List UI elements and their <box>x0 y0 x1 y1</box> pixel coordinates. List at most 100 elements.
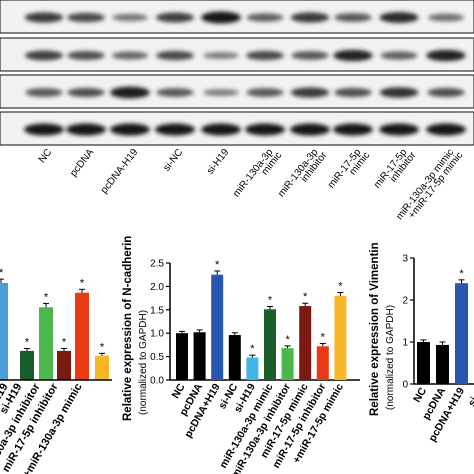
blot-band <box>24 12 64 23</box>
blot-band <box>245 123 285 136</box>
significance-star: * <box>215 259 220 271</box>
blot-band <box>203 51 239 60</box>
blot-band <box>66 123 106 136</box>
blot-band <box>333 49 373 62</box>
bar <box>281 348 294 380</box>
bar <box>75 292 89 380</box>
tick-label: si-N <box>466 386 474 409</box>
blot-band <box>334 87 372 98</box>
blot-band <box>246 50 284 61</box>
blot-band <box>427 87 465 98</box>
blot-band <box>379 87 419 98</box>
significance-star: * <box>25 336 30 348</box>
blot-band <box>333 123 373 136</box>
y-tick-label: 1.0 <box>150 329 164 340</box>
chart-left-bars: * * * * * * <box>0 267 112 381</box>
blot-band <box>25 88 63 97</box>
chart-vimentin: Relative expression of Vimentin (normali… <box>369 242 474 444</box>
blot-lane-labels: NC pcDNA pcDNA-H19 si-NC si-H19 miR-130a-3pmi… <box>37 147 466 222</box>
bar <box>299 306 312 380</box>
blot-band <box>427 13 465 22</box>
blot-band <box>290 123 330 136</box>
bar <box>57 350 71 380</box>
blot-band <box>67 12 105 23</box>
significance-star: * <box>459 268 464 280</box>
blot-band <box>380 51 418 60</box>
significance-star: * <box>44 291 49 303</box>
blot-band <box>334 13 372 22</box>
y-tick-label: 2.0 <box>150 282 164 293</box>
blot-lane-label: si-NC <box>161 147 185 173</box>
blot-band <box>111 13 149 22</box>
blot-band <box>67 50 105 61</box>
n-cadherin-bars: * * * * * * * <box>176 259 347 380</box>
bar <box>211 274 224 380</box>
western-blot-panel: NC pcDNA pcDNA-H19 si-NC si-H19 miR-130a-3pmi… <box>0 0 474 222</box>
y-tick-label: 0.0 <box>150 376 164 387</box>
bar <box>0 283 8 380</box>
blot-band <box>24 123 64 136</box>
blot-band <box>379 12 419 23</box>
blot-lane-label: NC <box>37 147 55 165</box>
blot-band <box>111 51 149 60</box>
blot-band <box>156 88 194 97</box>
bar <box>228 335 241 380</box>
y-tick-label: 2.5 <box>150 259 164 270</box>
blot-band <box>156 50 194 61</box>
y-tick-label: 0.5 <box>150 352 164 363</box>
significance-star: * <box>62 336 67 348</box>
bar <box>20 350 34 380</box>
y-tick-label: 1.5 <box>150 305 164 316</box>
bar <box>455 283 468 384</box>
blot-band <box>155 12 195 23</box>
y-tick-label: 0 <box>402 380 408 391</box>
blot-band <box>201 123 241 136</box>
bar <box>95 355 109 380</box>
chart-n-cadherin: Relative expression of N-cadherin (norma… <box>122 236 360 474</box>
bar <box>193 332 206 380</box>
blot-band <box>426 123 466 136</box>
vimentin-bars: * <box>417 268 468 384</box>
significance-star: * <box>268 295 273 307</box>
significance-star: * <box>80 277 85 289</box>
significance-star: * <box>338 280 343 292</box>
significance-star: * <box>100 341 105 353</box>
blot-lane-label: pcDNA-H19 <box>99 147 141 196</box>
blot-lane-label: pcDNA <box>68 147 96 179</box>
y-tick-label: 3 <box>402 254 408 265</box>
blot-band <box>379 123 419 136</box>
vimentin-ylabel: Relative expression of Vimentin <box>369 242 381 416</box>
bar <box>176 333 188 380</box>
n-cadherin-ylabel-sub: (normalized to GAPDH) <box>138 310 149 415</box>
significance-star: * <box>321 331 326 343</box>
blot-band <box>290 12 330 23</box>
blot-band <box>246 88 284 97</box>
blot-band <box>110 86 150 99</box>
blot-band <box>67 87 105 98</box>
bar <box>39 307 53 380</box>
bar <box>264 309 276 380</box>
blot-band <box>201 11 241 24</box>
n-cadherin-ylabel: Relative expression of N-cadherin <box>122 236 134 421</box>
blot-band <box>246 13 284 22</box>
blot-band <box>155 123 195 136</box>
blot-band <box>291 51 329 60</box>
blot-strips <box>0 0 474 146</box>
vimentin-ylabel-sub: (normalized to GAPDH) <box>385 305 396 410</box>
bar <box>246 357 259 380</box>
significance-star: * <box>285 334 290 346</box>
bar <box>436 344 449 384</box>
significance-star: * <box>303 291 308 303</box>
bar <box>334 295 347 380</box>
blot-band <box>290 87 330 98</box>
significance-star: * <box>0 267 4 279</box>
bar <box>417 342 430 384</box>
tick-label: NC <box>411 385 429 404</box>
blot-band <box>24 50 64 61</box>
y-tick-label: 1 <box>402 338 408 349</box>
